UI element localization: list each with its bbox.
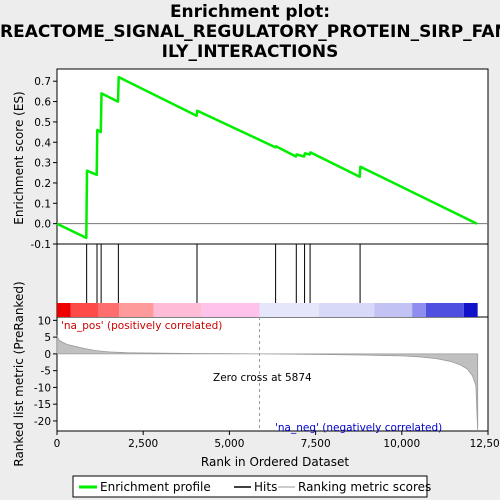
pos-correlated-label: 'na_pos' (positively correlated) xyxy=(61,320,222,332)
es-y-axis: -0.1 0.0 0.1 0.2 0.3 0.4 0.5 0.6 0.7 xyxy=(31,76,488,251)
ranking-heat-bar xyxy=(57,303,478,317)
heat-bar-segment-8 xyxy=(374,303,413,317)
plot-frame xyxy=(56,68,489,432)
heat-bar-segment-6 xyxy=(259,303,320,317)
es-y-tick-label-0: -0.1 xyxy=(31,239,52,251)
metric-y-tick-label-6: 10 xyxy=(38,315,51,327)
es-y-tick-label-7: 0.6 xyxy=(34,97,51,109)
legend-metric-label: Ranking metric scores xyxy=(298,480,431,494)
es-y-tick-label-2: 0.1 xyxy=(34,198,51,210)
metric-group xyxy=(56,317,479,432)
x-tick-label-2: 5,000 xyxy=(214,438,244,450)
metric-area xyxy=(56,335,479,432)
x-tick-label-0: 0 xyxy=(54,438,61,450)
metric-y-tick-label-0: -20 xyxy=(34,416,51,428)
es-curve-line xyxy=(56,75,478,240)
heat-bar-segment-9 xyxy=(412,303,426,317)
hits-group xyxy=(86,244,361,303)
x-tick-label-1: 2,500 xyxy=(128,438,158,450)
metric-y-tick-label-4: 0 xyxy=(44,349,51,361)
es-curve-group xyxy=(56,75,478,240)
es-y-tick-label-6: 0.5 xyxy=(34,117,51,129)
x-tick-label-5: 12,500 xyxy=(470,438,500,450)
metric-y-tick-label-5: 5 xyxy=(44,332,51,344)
heat-bar-segment-10 xyxy=(425,303,464,317)
metric-y-axis-label: Ranked list metric (PreRanked) xyxy=(12,281,26,466)
x-tick-label-3: 7,500 xyxy=(301,438,331,450)
heat-bar-segment-0 xyxy=(57,303,71,317)
es-y-tick-label-8: 0.7 xyxy=(34,76,51,88)
metric-y-axis: -20 -15 -10 -5 0 5 10 xyxy=(34,315,57,428)
x-tick-label-4: 10,000 xyxy=(383,438,420,450)
heat-bar-segment-11 xyxy=(463,303,478,317)
legend-hits-label: Hits xyxy=(254,480,277,494)
title-line-1: Enrichment plot: xyxy=(169,2,331,22)
heat-bar-segment-4 xyxy=(153,303,202,317)
es-y-axis-label: Enrichment score (ES) xyxy=(12,91,26,224)
es-y-tick-label-4: 0.3 xyxy=(34,158,51,170)
heat-bar-segment-2 xyxy=(98,303,120,317)
legend: Enrichment profile Hits Ranking metric s… xyxy=(72,475,431,498)
es-y-tick-label-3: 0.2 xyxy=(34,178,51,190)
heat-bar-segment-1 xyxy=(70,303,99,317)
es-y-tick-label-5: 0.4 xyxy=(34,137,51,149)
chart-title: Enrichment plot: REACTOME_SIGNAL_REGULAT… xyxy=(0,2,500,62)
title-line-3: ILY_INTERACTIONS xyxy=(161,42,339,62)
metric-y-tick-label-1: -15 xyxy=(34,399,51,411)
heat-bar-segment-3 xyxy=(119,303,154,317)
metric-y-tick-label-3: -5 xyxy=(41,366,51,378)
heat-bar-segment-7 xyxy=(319,303,375,317)
neg-correlated-label: 'na_neg' (negatively correlated) xyxy=(275,422,442,434)
heat-bar-segment-5 xyxy=(201,303,260,317)
metric-y-tick-label-2: -10 xyxy=(34,382,51,394)
zero-cross-label: Zero cross at 5874 xyxy=(213,372,312,384)
x-axis: 0 2,500 5,000 7,500 10,000 12,500 xyxy=(54,431,500,450)
x-axis-label: Rank in Ordered Dataset xyxy=(201,455,349,469)
title-line-2: REACTOME_SIGNAL_REGULATORY_PROTEIN_SIRP_… xyxy=(0,22,500,42)
es-y-tick-label-1: 0.0 xyxy=(34,219,51,231)
legend-enrichment-label: Enrichment profile xyxy=(100,480,211,494)
